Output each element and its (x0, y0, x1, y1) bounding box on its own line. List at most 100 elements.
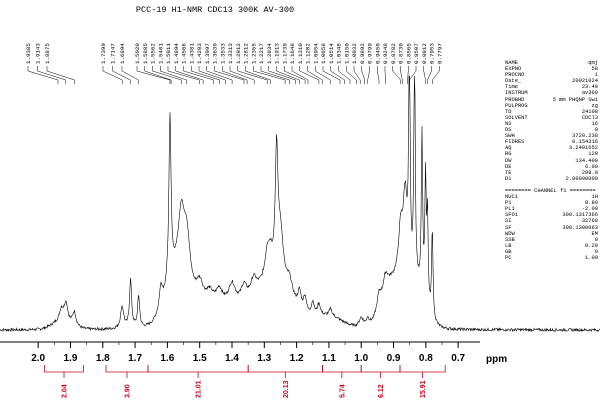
param-value: 134.400 (575, 157, 598, 164)
param-value: qmj (588, 60, 598, 66)
param-row: Date_ 20021024 (505, 78, 598, 84)
param-key: D1 (505, 175, 512, 182)
param-key: Time (505, 84, 518, 91)
peak-leader (346, 66, 357, 84)
channel-header: ======== CHANNEL f1 ======== (505, 188, 598, 194)
peak-label: 0.8782 (390, 43, 397, 64)
param-key: SFO1 (505, 212, 518, 219)
param-key: RG (505, 151, 512, 158)
x-tick-label: 0.7 (451, 353, 465, 364)
peak-leader (299, 66, 320, 84)
param-value: 300.1317366 (562, 212, 598, 219)
param-row: D1 2.00000000 (505, 176, 598, 182)
peak-leader (183, 66, 214, 84)
param-key: WDW (505, 230, 515, 237)
param-key: P1 (505, 200, 512, 207)
integral-bracket (322, 365, 362, 373)
peak-leader (27, 66, 59, 84)
peak-label: 1.3997 (204, 43, 211, 64)
param-row: TE 298.0 (505, 170, 598, 176)
x-tick-label: 1.1 (322, 353, 336, 364)
peak-leader (112, 66, 131, 84)
param-row: PROBHD 5 mm PHQNP Swi (505, 97, 598, 103)
param-value: 5 mm PHQNP Swi (552, 96, 598, 103)
peak-leader (46, 66, 75, 84)
param-key: PULPROG (505, 102, 528, 109)
peak-label: 1.2217 (258, 43, 265, 64)
x-tick-label: 0.9 (387, 353, 401, 364)
integral-value: 5.74 (339, 384, 346, 398)
peak-leader (260, 66, 290, 84)
x-tick-label: 1.2 (290, 353, 304, 364)
param-value: -2.00 (581, 206, 598, 213)
param-row: AQ 3.2401652 (505, 145, 598, 151)
param-key: DE (505, 163, 512, 170)
param-key: NAME (505, 60, 518, 66)
channel-header-label: ======== CHANNEL f1 ======== (505, 187, 596, 194)
param-row: SOLVENT CDCl3 (505, 115, 598, 121)
param-value: 1H (591, 194, 598, 201)
peak-label: 1.0348 (336, 43, 343, 64)
param-value: 16 (591, 120, 598, 127)
param-row: GB 0 (505, 249, 598, 255)
param-key: SSB (505, 236, 515, 243)
peak-leader (407, 66, 409, 84)
peak-label: 0.8565 (405, 43, 412, 64)
peak-leader (384, 66, 386, 84)
peak-label: 1.7399 (100, 43, 107, 64)
peak-leader (307, 66, 323, 84)
param-key: DS (505, 127, 512, 134)
x-axis-ticks: 2.0 1.9 1.8 1.7 1.6 1.5 1.4 1.3 1.2 1.1 1.0 0.9 0.8 0… (31, 342, 466, 364)
peak-label: 0.9450 (374, 43, 381, 64)
param-value: 0.20 (585, 242, 598, 249)
param-key: SF (505, 224, 512, 231)
param-row: DW 134.400 (505, 158, 598, 164)
peak-leader (214, 66, 245, 84)
acquisition-parameters: NAME qmj EXPNO 58 PROCNO 1 Date_ 20021024 Time 23… (505, 60, 598, 261)
peak-label: 1.1310 (297, 43, 304, 64)
peak-label: 1.8875 (44, 43, 51, 64)
param-value: 58 (591, 66, 598, 73)
peak-leader (160, 66, 187, 84)
peak-label: 1.2912 (235, 43, 242, 64)
peak-leader (276, 66, 300, 84)
param-key: TE (505, 169, 512, 176)
peak-leader (152, 66, 182, 84)
param-value: 0 (594, 248, 598, 255)
param-value: EM (591, 230, 598, 237)
integral-value: 15.91 (420, 380, 427, 398)
param-row: PROCNO 1 (505, 72, 598, 78)
peak-label: 1.0954 (312, 43, 319, 64)
peak-leader (102, 66, 123, 84)
x-axis-label: ppm (486, 354, 507, 365)
integral-value: 3.90 (125, 384, 132, 398)
peak-label: 0.7953 (429, 43, 436, 64)
param-value: 0.154316 (572, 139, 598, 146)
param-value: CDCl3 (581, 114, 598, 121)
peak-leader (229, 66, 255, 84)
peak-leader (423, 66, 426, 84)
integral-bracket (44, 365, 84, 373)
peak-label: 1.9143 (35, 43, 42, 64)
chart-title: PCC-19 H1-NMR CDC13 300K AV-300 (136, 5, 294, 15)
peak-label: 1.4894 (173, 43, 180, 64)
param-key: PROCNO (505, 72, 525, 79)
param-key: NS (505, 120, 512, 127)
peak-leader (315, 66, 331, 84)
peak-label: 1.5920 (134, 43, 141, 64)
peak-leader (136, 66, 171, 84)
peak-label: 1.4381 (188, 43, 195, 64)
param-value: 1 (594, 72, 598, 79)
param-row: Time 23.40 (505, 84, 598, 90)
peak-leader (268, 66, 296, 84)
param-row: EXPNO 58 (505, 66, 598, 72)
peak-leader (144, 66, 172, 84)
param-value: 300.1300063 (562, 224, 598, 231)
peak-label: 1.3630 (212, 43, 219, 64)
param-row: NS 16 (505, 121, 598, 127)
integral-value: 20.13 (283, 380, 290, 398)
peak-leader (400, 66, 403, 84)
param-row: RG 120 (505, 151, 598, 157)
